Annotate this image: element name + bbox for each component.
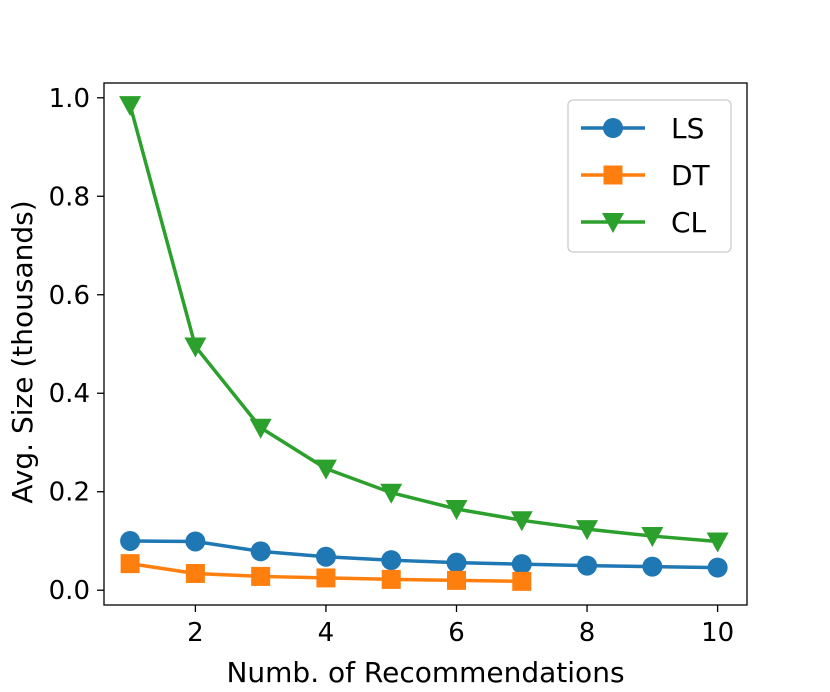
- data-point-cl: [576, 520, 599, 541]
- y-tick-label: 1.0: [49, 84, 90, 114]
- series-line-cl: [128, 104, 718, 544]
- data-point-cl: [184, 337, 207, 358]
- data-point-dt: [251, 566, 271, 586]
- series-line-ls: [130, 539, 718, 570]
- data-point-cl: [706, 532, 729, 553]
- legend-label: LS: [671, 112, 704, 145]
- y-tick-label: 0.8: [49, 182, 90, 212]
- legend-entry-cl: CL: [581, 206, 707, 239]
- x-tick-label: 4: [318, 618, 335, 648]
- legend-marker: [602, 213, 624, 233]
- data-point-dt: [120, 554, 140, 574]
- data-point-ls: [250, 541, 271, 562]
- legend: LS DT CL: [567, 99, 732, 253]
- data-point-dt: [512, 571, 532, 591]
- legend-marker: [603, 165, 623, 185]
- series-ls: [120, 530, 728, 578]
- legend-marker: [603, 118, 623, 138]
- legend-entry-ls: LS: [581, 112, 704, 145]
- x-tick-label: 10: [701, 618, 734, 648]
- data-point-ls: [315, 546, 336, 567]
- plot-frame: [103, 82, 748, 606]
- data-point-ls: [642, 556, 663, 577]
- data-point-ls: [185, 531, 206, 552]
- x-axis-label: Numb. of Recommendations: [226, 656, 624, 689]
- data-point-ls: [511, 554, 532, 575]
- data-point-dt: [316, 568, 336, 588]
- y-tick-label: 0.4: [49, 379, 90, 409]
- data-point-ls: [707, 557, 728, 578]
- data-point-ls: [577, 555, 598, 576]
- axis-ticks: 2 4 6 8 10 0.0 0.2 0.4 0.6 0.8 1.0: [49, 84, 735, 648]
- data-point-cl: [380, 483, 403, 504]
- series-cl: [119, 96, 729, 553]
- y-axis-label: Avg. Size (thousands): [6, 200, 39, 503]
- y-tick-label: 0.2: [49, 478, 90, 508]
- y-tick-label: 0.0: [49, 576, 90, 606]
- data-point-ls: [381, 550, 402, 571]
- series-dt: [120, 554, 532, 591]
- data-point-ls: [446, 552, 467, 573]
- x-tick-label: 8: [579, 618, 596, 648]
- data-point-dt: [381, 569, 401, 589]
- x-tick-label: 2: [187, 618, 204, 648]
- y-tick-label: 0.6: [49, 281, 90, 311]
- legend-entry-dt: DT: [581, 159, 711, 192]
- data-point-cl: [119, 96, 142, 117]
- data-point-cl: [510, 511, 533, 532]
- data-point-dt: [447, 570, 467, 590]
- data-point-cl: [641, 527, 664, 548]
- legend-label: DT: [671, 159, 711, 192]
- x-tick-label: 6: [448, 618, 465, 648]
- data-point-cl: [445, 499, 468, 520]
- data-point-cl: [249, 418, 272, 439]
- data-point-dt: [185, 563, 205, 583]
- data-point-cl: [314, 459, 337, 480]
- series-layer: [119, 96, 729, 591]
- data-point-ls: [120, 530, 141, 551]
- legend-label: CL: [671, 206, 707, 239]
